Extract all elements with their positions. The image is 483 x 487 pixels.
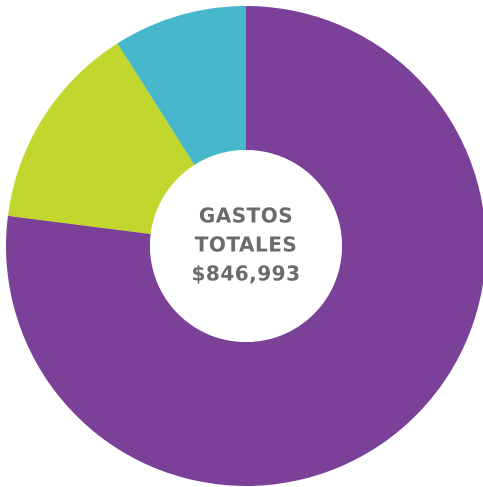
donut-slice: [6, 6, 483, 486]
center-label: TOTALES: [195, 233, 298, 257]
donut-slice: [7, 43, 195, 234]
donut-hole: [150, 150, 342, 342]
center-label: GASTOS: [199, 204, 293, 228]
donut-slice: [117, 6, 246, 165]
center-label: $846,993: [191, 262, 300, 286]
